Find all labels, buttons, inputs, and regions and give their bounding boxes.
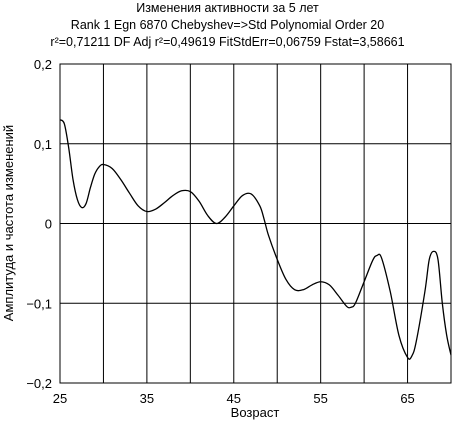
x-axis-title: Возраст <box>231 405 280 420</box>
x-tick-label: 65 <box>400 391 414 406</box>
chart-title: Изменения активности за 5 лет <box>136 1 319 15</box>
plot-frame <box>59 63 452 384</box>
series-layer <box>59 119 452 360</box>
chart-subtitle-model: Rank 1 Egn 6870 Chebyshev=>Std Polynomia… <box>70 18 385 32</box>
y-tick-label: −0,2 <box>26 376 52 391</box>
y-tick-label: 0,2 <box>34 57 52 72</box>
x-tick-label: 25 <box>53 391 67 406</box>
x-tick-label: 55 <box>313 391 327 406</box>
series-line-0 <box>59 119 452 360</box>
y-tick-label: 0,1 <box>34 137 52 152</box>
chart-subtitle-stats: r²=0,71211 DF Adj r²=0,49619 FitStdErr=0… <box>50 35 405 49</box>
x-tick-label: 35 <box>140 391 154 406</box>
y-tick-label: −0,1 <box>26 296 52 311</box>
x-tick-label: 45 <box>227 391 241 406</box>
x-tick-labels: 25 35 45 55 65 <box>53 391 415 406</box>
y-axis-title: Амплитуда и частота изменений <box>1 125 16 321</box>
grid-lines <box>60 64 451 383</box>
chart-title-block: Изменения активности за 5 лет Rank 1 Egn… <box>0 0 455 51</box>
y-tick-labels: 0,2 0,1 0 −0,1 −0,2 <box>26 57 52 391</box>
y-tick-label: 0 <box>45 217 52 232</box>
